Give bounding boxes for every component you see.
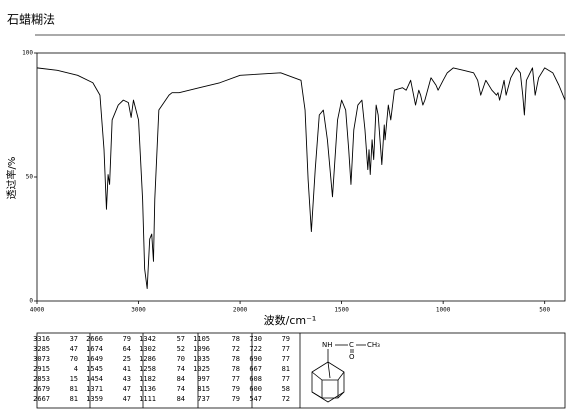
- table-cell: 72: [282, 395, 290, 403]
- table-cell: 2915: [33, 365, 50, 373]
- table-cell: 1359: [86, 395, 103, 403]
- table-cell: 70: [177, 355, 185, 363]
- structure-drawing: [311, 344, 366, 403]
- y-tick-label: 50: [26, 174, 34, 181]
- structure-label: O: [349, 353, 355, 361]
- table-cell: 77: [282, 375, 290, 383]
- table-cell: 1302: [139, 345, 156, 353]
- table-cell: 1025: [193, 365, 210, 373]
- x-axis-label: 波数/cm⁻¹: [264, 314, 317, 327]
- table-cell: 47: [70, 345, 78, 353]
- table-cell: 3316: [33, 335, 50, 343]
- table-cell: 667: [249, 365, 262, 373]
- table-cell: 57: [177, 335, 185, 343]
- table-cell: 79: [123, 335, 131, 343]
- table-frame: [36, 332, 566, 409]
- structure-label: C: [349, 341, 354, 349]
- plot-frame: [36, 52, 566, 302]
- table-cell: 737: [197, 395, 210, 403]
- y-axis-label: 透过率/%: [5, 157, 18, 200]
- table-cell: 2667: [33, 395, 50, 403]
- y-tick-label: 0: [29, 298, 33, 305]
- chart-title: 石蜡糊法: [7, 12, 55, 27]
- table-cell: 78: [232, 355, 240, 363]
- table-cell: 58: [282, 385, 290, 393]
- structure-label: NH: [322, 341, 333, 349]
- table-cell: 1649: [86, 355, 103, 363]
- table-cell: 79: [232, 385, 240, 393]
- table-cell: 1111: [139, 395, 156, 403]
- structure-label: CH₃: [367, 341, 380, 349]
- table-cell: 52: [177, 345, 185, 353]
- table-cell: 722: [249, 345, 262, 353]
- table-cell: 77: [282, 345, 290, 353]
- table-cell: 15: [70, 375, 78, 383]
- table-cell: 47: [123, 385, 131, 393]
- table-dividers: [89, 333, 301, 408]
- table-cell: 43: [123, 375, 131, 383]
- table-cell: 1371: [86, 385, 103, 393]
- table-cell: 77: [232, 375, 240, 383]
- table-cell: 77: [282, 355, 290, 363]
- spectrum-line: [36, 67, 566, 290]
- x-tick-label: 1500: [334, 307, 349, 314]
- table-cell: 41: [123, 365, 131, 373]
- table-cell: 25: [123, 355, 131, 363]
- y-tick-label: 100: [22, 50, 33, 57]
- table-cell: 2666: [86, 335, 103, 343]
- table-cell: 690: [249, 355, 262, 363]
- table-cell: 74: [177, 385, 185, 393]
- table-cell: 3285: [33, 345, 50, 353]
- x-tick-label: 2000: [233, 307, 248, 314]
- table-cell: 1136: [139, 385, 156, 393]
- table-cell: 1286: [139, 355, 156, 363]
- table-cell: 3073: [33, 355, 50, 363]
- table-cell: 64: [123, 345, 131, 353]
- table-cell: 1035: [193, 355, 210, 363]
- table-cell: 600: [249, 385, 262, 393]
- table-cell: 1105: [193, 335, 210, 343]
- table-cell: 81: [70, 395, 78, 403]
- table-cell: 608: [249, 375, 262, 383]
- table-cell: 47: [123, 395, 131, 403]
- table-cell: 2853: [33, 375, 50, 383]
- table-cell: 547: [249, 395, 262, 403]
- table-cell: 37: [70, 335, 78, 343]
- table-cell: 81: [70, 385, 78, 393]
- table-cell: 72: [232, 345, 240, 353]
- table-cell: 2679: [33, 385, 50, 393]
- table-cell: 70: [70, 355, 78, 363]
- table-cell: 79: [282, 335, 290, 343]
- table-cell: 997: [197, 375, 210, 383]
- table-cell: 815: [197, 385, 210, 393]
- table-cell: 84: [177, 395, 185, 403]
- table-cell: 74: [177, 365, 185, 373]
- table-cell: 79: [232, 395, 240, 403]
- table-cell: 81: [282, 365, 290, 373]
- table-cell: 4: [74, 365, 78, 373]
- table-cell: 1454: [86, 375, 103, 383]
- table-cell: 78: [232, 365, 240, 373]
- table-cell: 1545: [86, 365, 103, 373]
- table-cell: 84: [177, 375, 185, 383]
- table-cell: 1342: [139, 335, 156, 343]
- table-cell: 1674: [86, 345, 103, 353]
- table-cell: 1182: [139, 375, 156, 383]
- x-tick-label: 4000: [30, 307, 45, 314]
- table-cell: 1258: [139, 365, 156, 373]
- table-cell: 730: [249, 335, 262, 343]
- table-cell: 78: [232, 335, 240, 343]
- x-tick-label: 500: [539, 307, 550, 314]
- x-tick-label: 3000: [131, 307, 146, 314]
- table-cell: 1096: [193, 345, 210, 353]
- x-tick-label: 1000: [436, 307, 451, 314]
